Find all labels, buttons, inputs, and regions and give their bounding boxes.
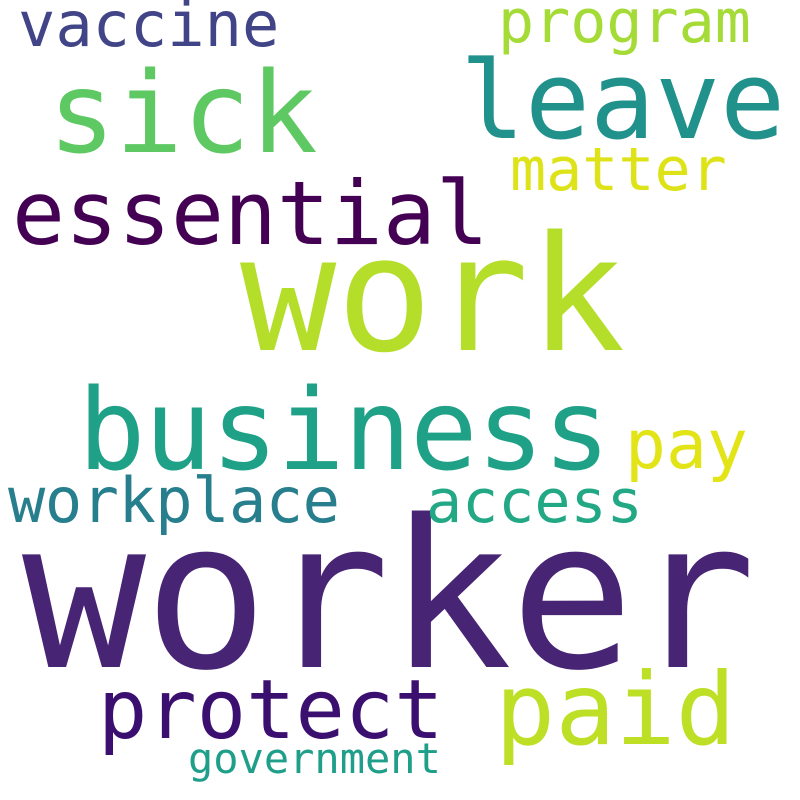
word-workplace: workplace bbox=[8, 464, 340, 537]
word-access: access bbox=[426, 467, 643, 537]
word-sick: sick bbox=[48, 49, 318, 179]
word-worker: worker bbox=[22, 476, 756, 716]
word-paid: paid bbox=[495, 651, 736, 768]
word-leave: leave bbox=[460, 39, 786, 164]
word-essential: essential bbox=[12, 162, 489, 265]
word-pay: pay bbox=[625, 406, 748, 485]
word-protect: protect bbox=[98, 663, 444, 758]
word-business: business bbox=[78, 366, 610, 496]
word-program: program bbox=[498, 0, 751, 57]
word-work: work bbox=[240, 201, 626, 388]
word-government: government bbox=[188, 734, 441, 783]
word-vaccine: vaccine bbox=[18, 0, 280, 61]
word-matter: matter bbox=[510, 135, 727, 205]
